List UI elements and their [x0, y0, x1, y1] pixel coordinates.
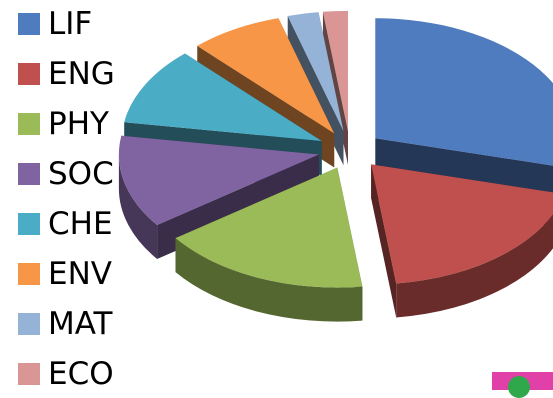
legend-swatch — [18, 163, 40, 185]
legend-item-phy: PHY — [18, 104, 109, 144]
legend-swatch — [18, 113, 40, 135]
pie-slice-eng — [371, 164, 553, 318]
pie-slice-top-phy — [175, 167, 363, 288]
pie-slice-top-eng — [371, 164, 553, 284]
legend-label: ECO — [48, 356, 114, 392]
legend-item-che: CHE — [18, 204, 113, 244]
pie-slice-top-soc — [118, 135, 319, 226]
pie-slice-side-lif — [375, 138, 553, 200]
pie-slice-top-env — [197, 18, 335, 134]
green-circle-icon — [508, 376, 530, 398]
legend-label: CHE — [48, 206, 113, 242]
pie-slice-wall-phy — [175, 238, 363, 322]
legend-swatch — [18, 313, 40, 335]
pie-slice-wall-soc — [118, 154, 158, 260]
corner-badge — [492, 372, 553, 398]
legend-label: MAT — [48, 306, 113, 342]
pie-slice-lif — [375, 18, 553, 200]
legend-label: LIF — [48, 6, 93, 42]
pie-slice-top-lif — [375, 18, 553, 166]
legend-label: ENG — [48, 56, 115, 92]
legend-label: ENV — [48, 256, 112, 292]
pie-chart — [118, 10, 553, 322]
legend-label: SOC — [48, 156, 114, 192]
legend-swatch — [18, 13, 40, 35]
legend-swatch — [18, 363, 40, 385]
legend-item-lif: LIF — [18, 4, 92, 44]
legend-item-soc: SOC — [18, 154, 114, 194]
pie-slice-top-eco — [322, 10, 348, 131]
legend-label: PHY — [48, 106, 109, 142]
legend-item-mat: MAT — [18, 304, 112, 344]
legend-item-eng: ENG — [18, 54, 115, 94]
legend-swatch — [18, 63, 40, 85]
pie-slice-top-che — [124, 53, 322, 142]
pie-slice-wall-eng — [396, 214, 553, 318]
legend-item-env: ENV — [18, 254, 112, 294]
pie-slice-top-mat — [287, 12, 344, 132]
pie-slice-phy — [175, 167, 363, 322]
legend-swatch — [18, 213, 40, 235]
legend-item-eco: ECO — [18, 354, 114, 394]
pie-slice-side-eng — [371, 164, 397, 318]
legend-swatch — [18, 263, 40, 285]
